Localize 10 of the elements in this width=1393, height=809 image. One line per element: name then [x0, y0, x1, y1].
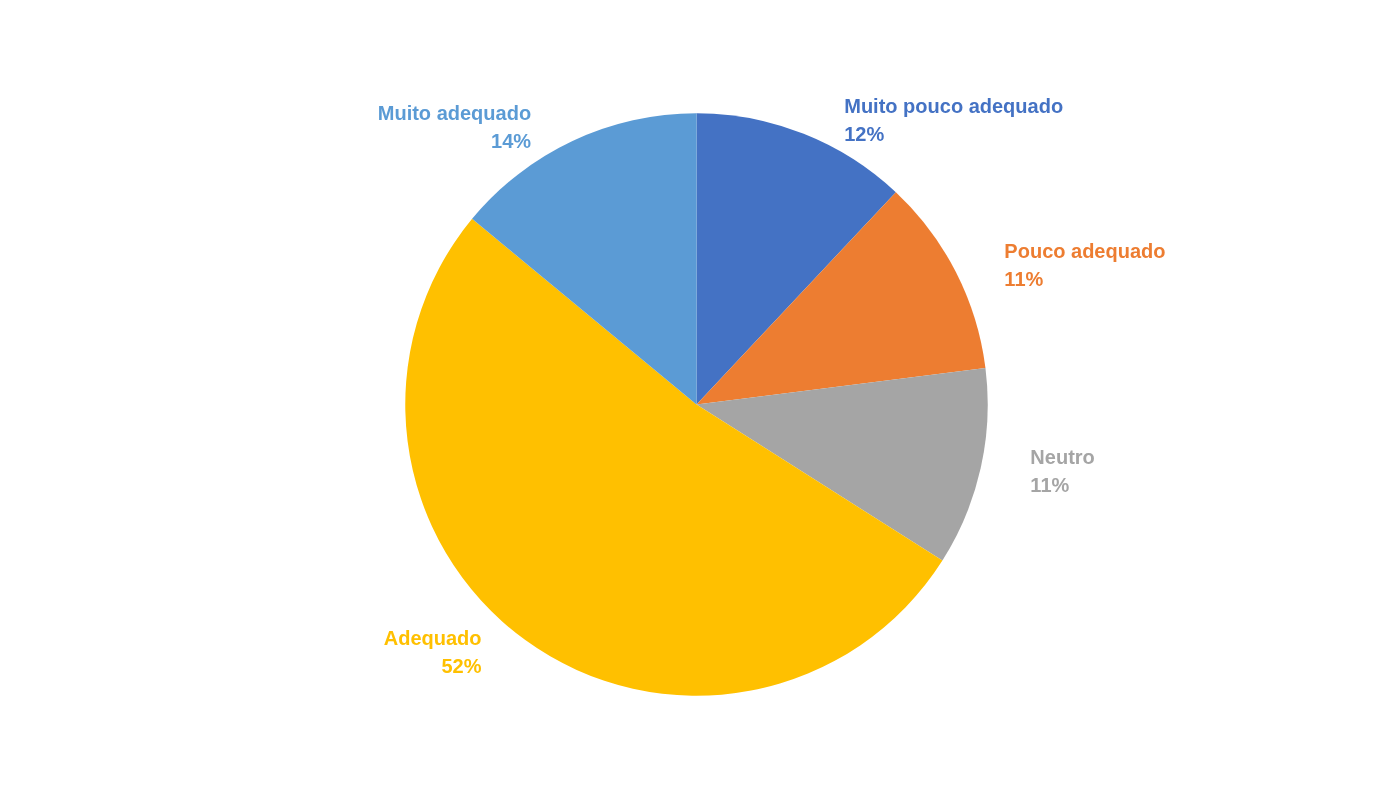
data-label: 11%: [1030, 474, 1070, 497]
data-label: 52%: [441, 655, 482, 678]
slice-label: Muito adequado: [377, 102, 532, 125]
data-label: 12%: [844, 122, 885, 145]
slice-label: Muito pouco adequado: [844, 94, 1064, 117]
slice-label: Adequado: [383, 627, 482, 650]
slice-label: Neutro: [1030, 446, 1095, 469]
data-label: 14%: [491, 130, 532, 153]
data-label: 11%: [1004, 268, 1044, 291]
slice-label: Pouco adequado: [1004, 240, 1166, 263]
